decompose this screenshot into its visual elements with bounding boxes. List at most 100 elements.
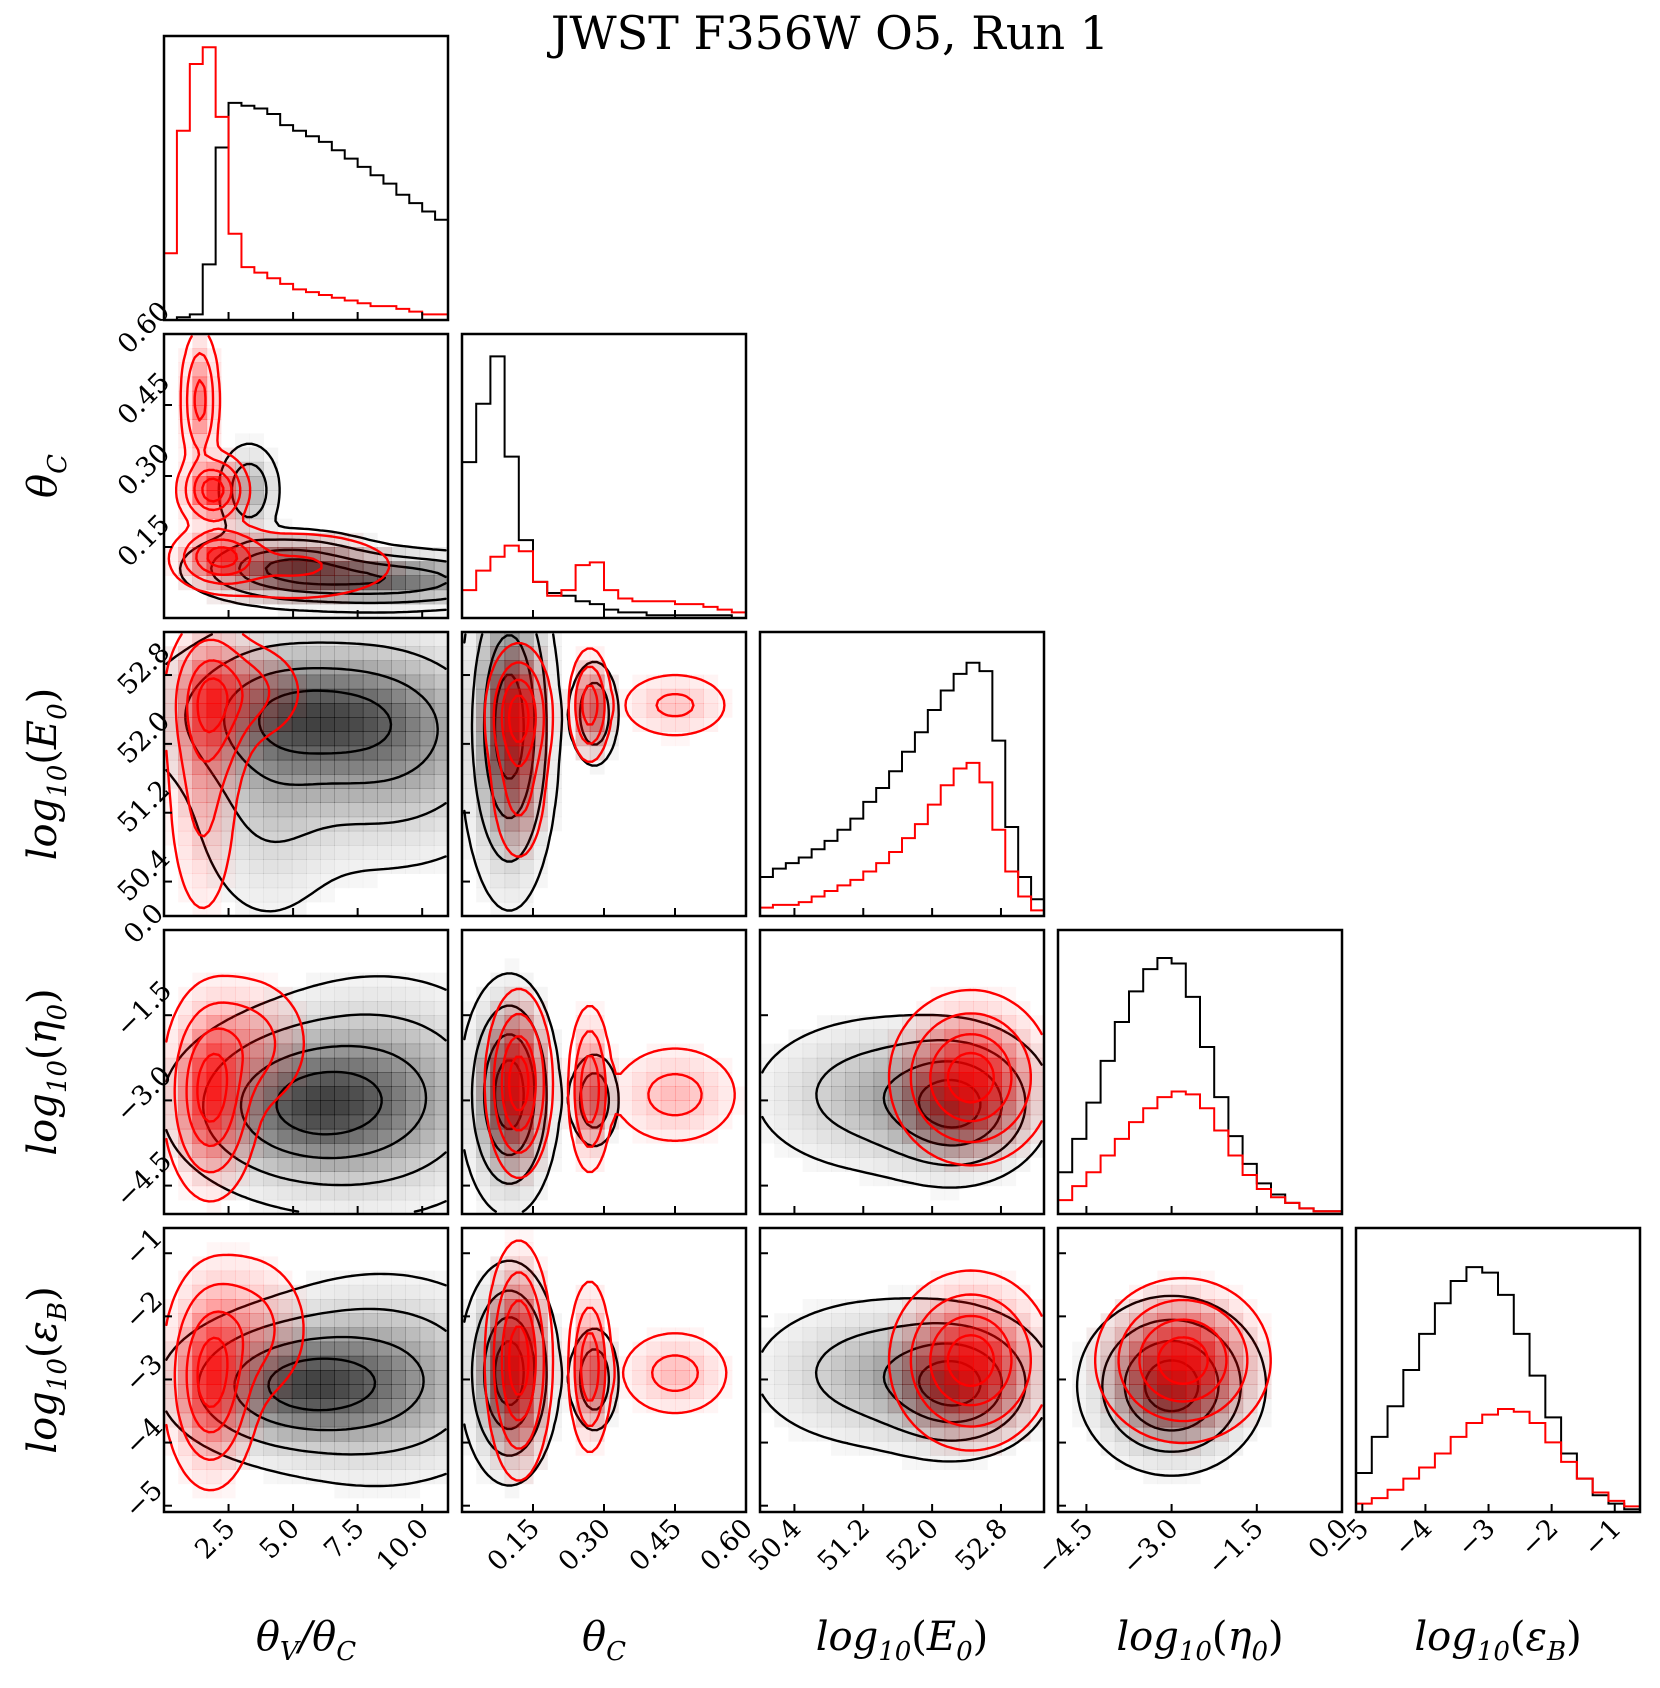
density-cell (987, 1313, 1002, 1328)
density-cell (192, 1455, 208, 1470)
density-cell (419, 731, 435, 747)
density-cell (291, 1157, 307, 1172)
density-cell (235, 1015, 250, 1030)
density-cell (533, 632, 548, 647)
density-cell (178, 816, 193, 832)
density-cell (504, 830, 520, 846)
density-cell (660, 1100, 676, 1116)
density-cell (235, 660, 250, 676)
density-cell (1200, 1370, 1215, 1385)
density-cell (291, 532, 307, 548)
density-cell (235, 1313, 250, 1328)
density-cell (291, 1128, 307, 1144)
density-cell (1029, 1355, 1044, 1371)
density-cell (462, 1043, 477, 1059)
density-cell (675, 1086, 690, 1101)
density-cell (277, 1299, 293, 1314)
density-cell (760, 1044, 775, 1059)
density-cell (362, 1469, 378, 1485)
density-cell (533, 660, 548, 676)
density-cell (987, 1100, 1002, 1116)
density-cell (405, 802, 421, 818)
density-cell (646, 1072, 662, 1087)
density-cell (1171, 1426, 1187, 1442)
contour-red-level-3 (1094, 1276, 1272, 1445)
density-cell (192, 774, 208, 789)
density-cell (887, 1299, 903, 1314)
density-cell (263, 1355, 279, 1371)
density-cell (306, 1341, 321, 1357)
density-cell (405, 1128, 421, 1144)
density-cell (391, 1100, 406, 1116)
density-cell (320, 1185, 335, 1201)
density-cell (1015, 1355, 1031, 1371)
density-cell (405, 788, 421, 803)
density-cell (391, 603, 406, 618)
density-cell (320, 845, 335, 860)
density-cell (263, 1313, 279, 1328)
density-cell (944, 1143, 960, 1158)
density-cell (377, 1284, 392, 1300)
density-cell (348, 1015, 364, 1030)
density-cell (1086, 1341, 1102, 1357)
density-cell (958, 1426, 974, 1442)
density-cell (547, 703, 562, 718)
density-cell (178, 547, 193, 562)
density-cell (277, 859, 293, 874)
density-cell (1157, 1469, 1173, 1485)
density-cell (987, 1100, 1002, 1116)
density-cell (774, 1128, 789, 1144)
density-cell (249, 1100, 264, 1116)
density-cell (504, 1412, 520, 1428)
density-cell (660, 1043, 676, 1059)
density-cell (405, 1484, 420, 1499)
density-cell (547, 717, 562, 732)
density-cell (816, 1398, 832, 1414)
density-cell (348, 1370, 364, 1385)
density-cell (277, 1355, 293, 1371)
density-cell (802, 1341, 818, 1357)
density-cell (419, 1043, 435, 1059)
density-cell (859, 1370, 875, 1385)
density-cell (320, 646, 335, 661)
density-cell (291, 1384, 307, 1399)
density-cell (433, 1441, 448, 1456)
density-cell (831, 1029, 846, 1045)
density-cell (277, 731, 293, 747)
density-cell (1114, 1313, 1130, 1328)
density-cell (1185, 1455, 1201, 1470)
density-cell (291, 1171, 307, 1187)
density-cell (504, 646, 520, 661)
contour-black-level-0 (258, 689, 393, 755)
density-cell (348, 1412, 364, 1428)
density-cell (916, 1171, 931, 1187)
density-cell (433, 1384, 448, 1399)
density-cell (192, 1128, 208, 1144)
density-cell (362, 1284, 378, 1300)
density-cell (902, 1143, 917, 1158)
density-cell (1015, 1072, 1031, 1087)
density-cell (987, 1384, 1002, 1399)
density-cell (235, 660, 250, 676)
density-cell (348, 660, 364, 676)
density-cell (660, 1114, 676, 1130)
density-cell (263, 1086, 279, 1101)
density-cell (263, 1185, 279, 1201)
density-cell (348, 1313, 364, 1328)
density-cell (973, 1355, 988, 1371)
density-cell (291, 788, 307, 803)
density-cell (802, 1384, 818, 1399)
density-cell (320, 1370, 335, 1385)
density-cell (518, 1384, 534, 1399)
density-cell (263, 518, 279, 534)
contour-red-level-3 (167, 335, 391, 600)
density-cell (419, 986, 435, 1002)
density-cell (1242, 1327, 1258, 1343)
density-cell (575, 660, 591, 676)
density-cell (504, 1284, 520, 1300)
density-cell (178, 1441, 193, 1456)
panel-frame (758, 928, 1046, 1216)
density-cell (589, 745, 605, 761)
density-cell (845, 1057, 860, 1073)
density-cell (220, 802, 236, 818)
